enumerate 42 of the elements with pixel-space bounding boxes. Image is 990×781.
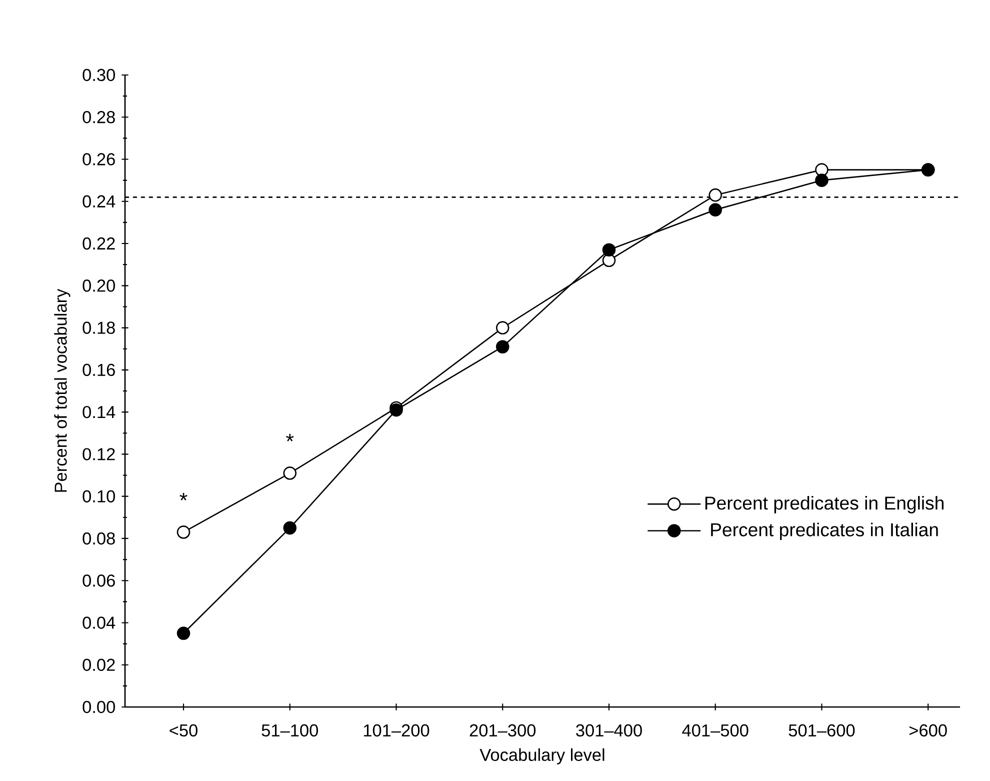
y-tick-label: 0.24 [82, 195, 116, 208]
x-tick-label: >600 [910, 724, 947, 737]
x-tick-label: 51–100 [262, 724, 318, 737]
legend-label: Percent predicates in English [705, 496, 944, 514]
annotation: * [180, 492, 188, 500]
x-tick-label: 101–200 [364, 724, 430, 737]
point [815, 174, 828, 187]
point [602, 243, 616, 256]
point [176, 626, 190, 640]
y-tick-label: 0.28 [82, 111, 115, 124]
point [708, 188, 722, 202]
y-tick-label: 0.12 [82, 448, 115, 460]
point [602, 254, 616, 268]
x-axis-title: Vocabulary level [480, 748, 604, 764]
y-tick-label: 0.04 [82, 616, 116, 629]
point [283, 521, 297, 535]
x-tick-label: 201–300 [470, 724, 536, 737]
y-tick-label: 0.22 [82, 237, 115, 250]
x-tick-label: 501–600 [788, 724, 855, 737]
annotation: * [286, 434, 294, 442]
y-tick-label: 0.10 [82, 490, 115, 502]
y-tick-label: 0.16 [82, 364, 115, 376]
y-tick-label: 0.02 [82, 658, 115, 671]
point [496, 340, 510, 354]
y-tick-label: 0.26 [82, 153, 115, 166]
y-tick-label: 0.20 [82, 280, 115, 292]
point [390, 403, 403, 417]
y-tick-label: 0.14 [82, 406, 116, 418]
point [496, 321, 510, 334]
point [708, 203, 722, 216]
y-tick-label: 0.08 [82, 532, 115, 545]
legend-label: Percent predicates in Italian [711, 522, 938, 540]
y-tick-label: 0.06 [82, 574, 115, 587]
y-axis-title: Percent of total vocabulary [54, 288, 70, 492]
y-tick-label: 0.00 [82, 700, 115, 714]
y-tick-label: 0.30 [82, 68, 115, 82]
point [176, 526, 190, 539]
y-tick-label: 0.18 [82, 322, 115, 334]
x-tick-label: 401–500 [682, 724, 748, 737]
x-tick-label: 301–400 [576, 724, 642, 737]
point [283, 466, 297, 480]
x-tick-label: <50 [170, 724, 198, 737]
